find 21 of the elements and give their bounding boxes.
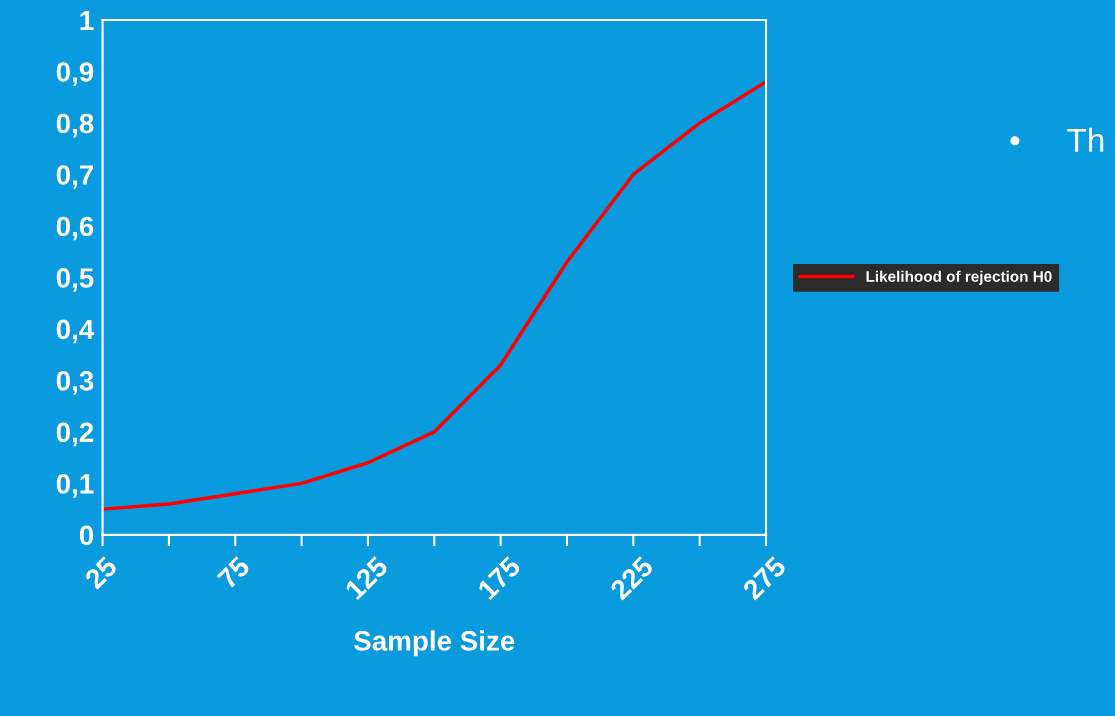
y-tick-label: 0,2 — [56, 422, 94, 447]
y-tick-label: 0,5 — [56, 268, 94, 292]
x-tick-label: 75 — [216, 555, 251, 590]
text: • Th — [1010, 127, 1104, 152]
x-tick-label: 175 — [477, 555, 522, 601]
y-tick-label: 0,8 — [56, 113, 94, 138]
x-tick-label: 125 — [344, 555, 390, 601]
y-tick-label: 0,3 — [56, 371, 94, 395]
y-tick-label: 0,7 — [56, 165, 94, 189]
y-tick-label: 0,6 — [56, 216, 94, 241]
line-series — [102, 80, 767, 511]
legend-label: Likelihood of rejection H0 — [866, 270, 1052, 285]
x-tick-label: 275 — [741, 555, 788, 601]
y-tick-label: 0,4 — [56, 319, 95, 344]
y-tick-label: 0 — [79, 525, 94, 546]
y-tick-label: 0,9 — [56, 62, 94, 86]
x-tick-label: 25 — [83, 555, 119, 590]
y-tick-label: 1 — [80, 11, 94, 31]
x-axis-title: Sample Size — [354, 630, 515, 657]
y-tick-label: 0,1 — [56, 474, 94, 498]
x-tick-label: 225 — [608, 555, 655, 601]
